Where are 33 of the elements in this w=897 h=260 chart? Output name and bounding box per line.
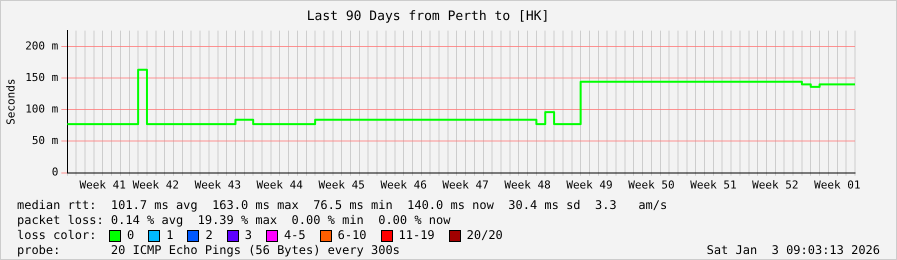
text: probe: 20 ICMP Echo Pings (56 Bytes) every 300s [17,243,400,258]
text: 4-5 [284,228,306,243]
x-tick-label: Week 42 [132,178,179,192]
x-tick-label: Week 52 [752,178,799,192]
text: 0 [127,228,134,243]
y-tick-label: 150 m [25,70,59,84]
y-tick-label: 0 [52,166,58,179]
text: packet loss: 0.14 % avg 19.39 % max 0.00 % min 0.00 % now [17,213,450,228]
y-axis-title: Seconds [4,78,18,125]
text: 20/20 [466,228,503,243]
x-tick-label: Week 51 [690,178,737,192]
text: loss color: [17,228,98,243]
x-tick-label: Week 47 [442,178,489,192]
x-tick-label: Week 49 [566,178,613,192]
text: 3 [244,228,252,243]
x-tick-label: Week 46 [380,178,427,192]
text: 6-10 [338,228,367,243]
y-tick-label: 200 m [25,39,59,52]
text: 11-19 [398,228,435,243]
text: 1 [166,228,174,243]
chart-title: Last 90 Days from Perth to [HK] [306,9,550,24]
x-tick-label: Week 01 [814,178,860,192]
text: Sat Jan 3 09:03:13 2026 [706,243,880,258]
x-tick-label: Week 41 [80,178,126,192]
x-tick-label: Week 50 [628,178,675,192]
y-tick-label: 100 m [25,102,59,116]
text: median rtt: 101.7 ms avg 163.0 ms max 76.5 ms min 140.0 ms now 30.4 ms sd 3.3 am/s [17,198,668,213]
x-tick-label: Week 45 [318,178,365,192]
text: 2 [205,228,213,243]
x-tick-label: Week 48 [504,178,551,192]
x-tick-label: Week 43 [194,178,241,192]
y-tick-label: 50 m [32,134,59,148]
x-tick-label: Week 44 [256,178,304,192]
